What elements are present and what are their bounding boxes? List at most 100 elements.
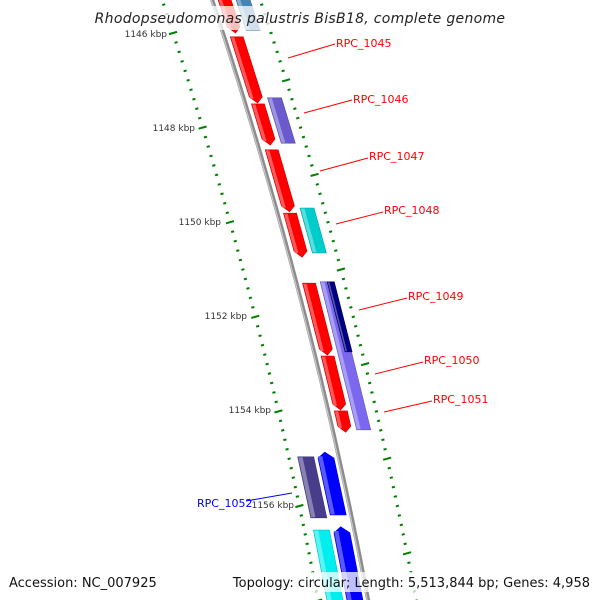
minor-tick — [393, 495, 398, 498]
minor-tick — [281, 69, 285, 73]
minor-tick — [222, 201, 227, 205]
minor-tick — [301, 523, 306, 527]
gene-feature[interactable] — [320, 355, 347, 411]
minor-tick — [263, 353, 267, 357]
gene-feature[interactable] — [302, 282, 333, 356]
minor-tick — [367, 381, 372, 385]
gene-label-rpc-1048[interactable]: RPC_1048 — [384, 204, 439, 217]
minor-tick — [318, 192, 322, 196]
minor-tick — [287, 457, 291, 461]
minor-tick — [278, 419, 283, 423]
minor-tick — [209, 154, 213, 158]
minor-tick — [183, 69, 187, 73]
minor-tick — [278, 59, 282, 63]
minor-tick — [315, 182, 320, 186]
minor-tick — [381, 438, 385, 442]
map-title: Rhodopseudomonas palustris BisB18, compl… — [95, 11, 506, 27]
minor-tick — [298, 126, 303, 129]
minor-tick — [248, 296, 253, 300]
gene-label-rpc-1049[interactable]: RPC_1049 — [408, 290, 463, 303]
gene-highlight — [252, 104, 267, 141]
gene-label-rpc-1052[interactable]: RPC_1052 — [197, 497, 252, 510]
minor-tick — [293, 107, 297, 111]
gene-highlight — [230, 37, 254, 99]
minor-tick — [290, 97, 294, 101]
minor-tick — [275, 50, 279, 54]
major-tick — [225, 220, 235, 225]
minor-tick — [320, 201, 325, 205]
gene-feature[interactable] — [317, 451, 347, 516]
leader-line — [303, 99, 353, 114]
gene-feature[interactable] — [267, 97, 296, 144]
minor-tick — [344, 287, 348, 290]
minor-tick — [243, 277, 248, 281]
minor-tick — [269, 31, 273, 35]
leader-line — [383, 400, 433, 413]
gene-highlight — [265, 150, 286, 208]
minor-tick — [395, 504, 400, 508]
scale-label-1154: 1154 kbp — [229, 406, 272, 416]
minor-tick — [233, 239, 237, 243]
minor-tick — [212, 164, 216, 167]
minor-tick — [241, 268, 245, 271]
gene-label-rpc-1046[interactable]: RPC_1046 — [353, 93, 408, 106]
minor-tick — [197, 116, 202, 120]
gene-label-rpc-1051[interactable]: RPC_1051 — [433, 393, 488, 406]
minor-tick — [174, 41, 178, 44]
minor-tick — [246, 287, 250, 290]
gene-feature[interactable] — [297, 456, 328, 519]
scale-label-1146: 1146 kbp — [125, 30, 168, 40]
minor-tick — [331, 239, 335, 243]
minor-tick — [225, 211, 230, 215]
gene-feature[interactable] — [326, 281, 353, 353]
gene-label-rpc-1050[interactable]: RPC_1050 — [424, 354, 479, 367]
minor-tick — [391, 485, 396, 489]
footer-backdrop — [256, 572, 596, 592]
scale-label-1156: 1156 kbp — [252, 501, 295, 511]
minor-tick — [295, 116, 300, 120]
minor-tick — [236, 249, 240, 252]
minor-tick — [307, 551, 311, 555]
minor-tick — [374, 410, 379, 413]
gene-feature[interactable] — [333, 410, 352, 433]
gene-highlight — [303, 283, 324, 351]
minor-tick — [403, 542, 407, 546]
scale-label-1150: 1150 kbp — [179, 218, 222, 228]
gene-feature[interactable] — [229, 36, 263, 104]
gene-highlight — [284, 213, 299, 253]
minor-tick — [272, 41, 276, 44]
title-backdrop — [100, 6, 500, 30]
gene-label-rpc-1047[interactable]: RPC_1047 — [369, 150, 424, 163]
minor-tick — [383, 447, 387, 451]
scale-label-1152: 1152 kbp — [205, 312, 248, 322]
minor-tick — [326, 220, 330, 224]
major-tick — [168, 30, 178, 36]
backbone-highlight — [210, 0, 368, 600]
major-tick — [281, 78, 291, 83]
minor-tick — [267, 372, 272, 375]
minor-tick — [287, 88, 291, 92]
gene-feature[interactable] — [283, 212, 308, 258]
minor-tick — [230, 230, 235, 234]
gene-label-rpc-1045[interactable]: RPC_1045 — [336, 37, 391, 50]
major-tick — [310, 172, 319, 177]
minor-tick — [372, 400, 376, 404]
minor-tick — [397, 514, 402, 517]
minor-tick — [177, 50, 181, 54]
gene-highlight — [320, 282, 361, 430]
minor-tick — [353, 324, 358, 328]
gene-feature[interactable] — [264, 149, 295, 213]
major-tick — [274, 409, 283, 414]
minor-tick — [304, 145, 309, 148]
minor-tick — [265, 362, 269, 366]
major-tick — [198, 125, 207, 130]
minor-tick — [341, 277, 346, 281]
major-tick — [402, 551, 412, 556]
minor-tick — [189, 88, 193, 92]
gene-feature[interactable] — [250, 103, 276, 146]
minor-tick — [346, 296, 351, 300]
minor-tick — [220, 192, 224, 196]
gene-feature[interactable] — [299, 207, 327, 254]
